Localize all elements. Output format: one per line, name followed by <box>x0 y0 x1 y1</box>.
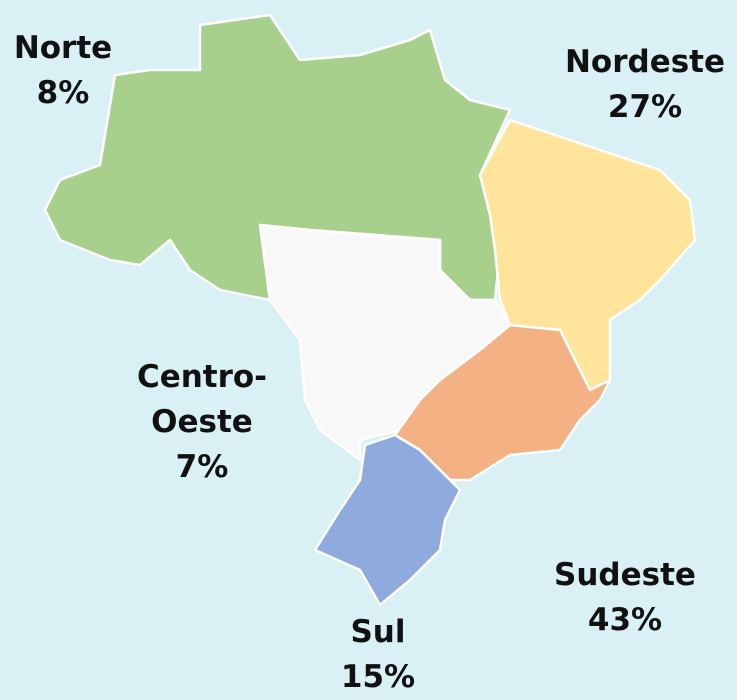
label-sul: Sul 15% <box>341 610 415 700</box>
region-share: 27% <box>607 89 683 125</box>
label-nordeste: Nordeste 27% <box>565 40 725 130</box>
region-share: 8% <box>36 75 90 111</box>
label-norte: Norte 8% <box>14 26 112 116</box>
region-share: 7% <box>175 449 229 485</box>
region-sul <box>313 433 462 607</box>
region-share: 43% <box>587 602 663 638</box>
region-name: Sul <box>350 614 406 650</box>
label-sudeste: Sudeste 43% <box>554 553 696 643</box>
label-centro-oeste: Centro-Oeste 7% <box>117 355 287 490</box>
region-name: Centro-Oeste <box>136 359 268 440</box>
region-sudeste <box>393 323 612 482</box>
region-name: Norte <box>13 30 113 66</box>
region-name: Nordeste <box>564 44 726 80</box>
region-name: Sudeste <box>554 557 696 593</box>
region-nordeste <box>478 118 697 392</box>
region-share: 15% <box>340 659 416 695</box>
